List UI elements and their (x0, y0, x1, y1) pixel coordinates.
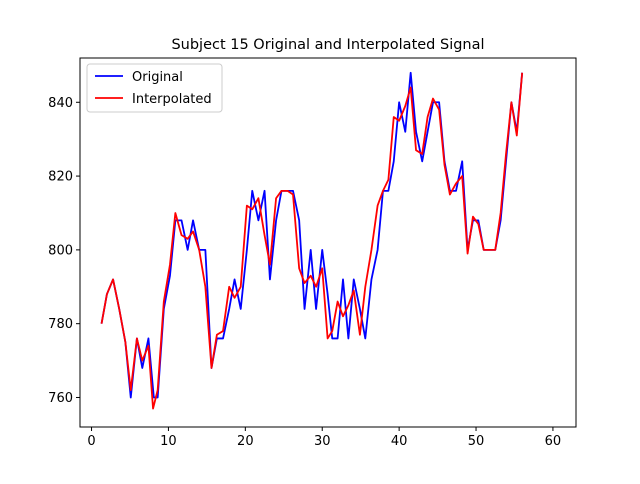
y-tick-label: 760 (48, 391, 73, 406)
y-tick-label: 800 (48, 243, 73, 258)
series-line-original (100, 71, 524, 399)
x-tick-label: 50 (468, 434, 485, 449)
series-line-interpolated (100, 72, 524, 410)
x-axis: 0 10 20 30 40 50 60 (87, 427, 561, 449)
legend: Original Interpolated (86, 63, 223, 113)
y-tick-label: 780 (48, 317, 73, 332)
x-tick-label: 20 (237, 434, 254, 449)
legend-label-interpolated: Interpolated (132, 92, 212, 107)
plot-area (100, 71, 524, 410)
legend-label-original: Original (132, 70, 183, 85)
y-axis: 760 780 800 820 840 (48, 96, 80, 406)
x-tick-label: 30 (314, 434, 331, 449)
plot-frame (79, 57, 577, 428)
x-tick-label: 40 (391, 434, 408, 449)
x-tick-label: 60 (545, 434, 562, 449)
y-tick-label: 840 (48, 96, 73, 111)
y-tick-label: 820 (48, 170, 73, 185)
x-tick-label: 10 (160, 434, 177, 449)
x-tick-label: 0 (87, 434, 95, 449)
chart-title: Subject 15 Original and Interpolated Sig… (171, 37, 484, 53)
